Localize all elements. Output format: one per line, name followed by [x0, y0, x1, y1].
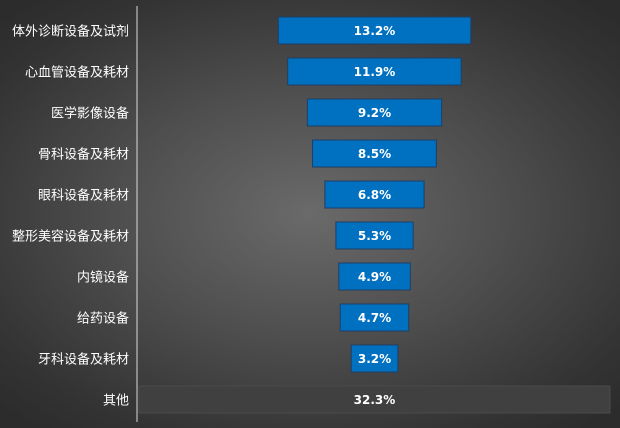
category-label-4: 眼科设备及耗材	[38, 188, 129, 204]
value-label-9: 32.3%	[354, 393, 396, 407]
value-label-6: 4.9%	[358, 270, 391, 284]
value-label-3: 8.5%	[358, 147, 391, 161]
category-label-7: 给药设备	[77, 311, 129, 327]
bar-9	[138, 385, 611, 414]
bar-1	[287, 57, 462, 86]
category-label-5: 整形美容设备及耗材	[12, 229, 129, 245]
bar-8	[350, 344, 399, 373]
bar-3	[312, 139, 437, 168]
category-label-6: 内镜设备	[77, 270, 129, 286]
category-label-9: 其他	[103, 394, 129, 409]
category-label-2: 医学影像设备	[51, 106, 129, 122]
bar-6	[338, 262, 411, 291]
value-label-7: 4.7%	[358, 311, 391, 325]
value-label-2: 9.2%	[358, 106, 391, 120]
value-label-1: 11.9%	[354, 65, 396, 79]
category-label-3: 骨科设备及耗材	[38, 147, 129, 163]
category-label-0: 体外诊断设备及试剂	[12, 24, 129, 40]
category-label-8: 牙科设备及耗材	[38, 352, 129, 368]
bar-7	[339, 303, 410, 332]
category-label-1: 心血管设备及耗材	[25, 65, 129, 81]
value-label-4: 6.8%	[358, 188, 391, 202]
value-label-0: 13.2%	[354, 24, 396, 38]
value-label-8: 3.2%	[358, 352, 391, 366]
bar-5	[335, 221, 414, 250]
bar-0	[277, 16, 472, 45]
value-label-5: 5.3%	[358, 229, 391, 243]
bar-2	[306, 98, 443, 127]
bar-4	[324, 180, 425, 209]
